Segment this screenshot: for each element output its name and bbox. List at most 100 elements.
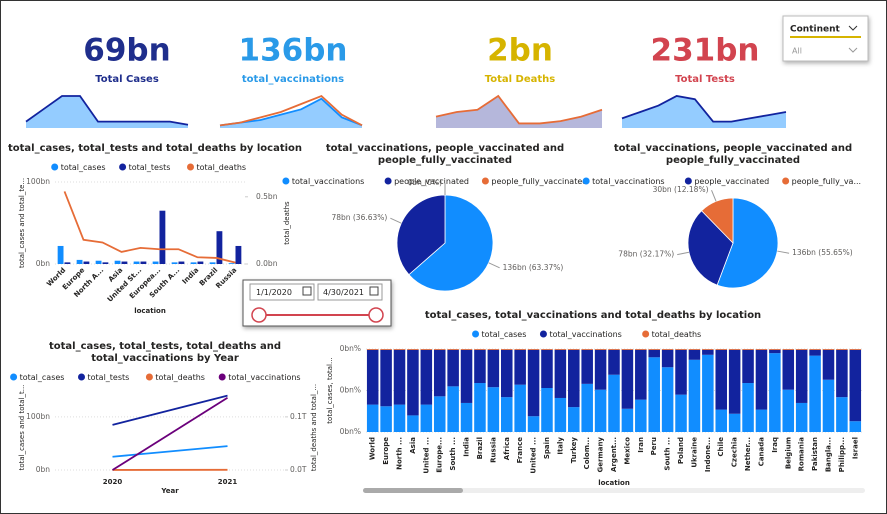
bar-segment (420, 349, 433, 350)
bar-segment (822, 349, 835, 350)
bar-segment (541, 349, 553, 350)
x-tick-label: Bangla... (824, 437, 832, 472)
bar-segment (608, 374, 620, 432)
x-tick-label: Asia (409, 437, 417, 454)
start-date-input[interactable] (249, 283, 315, 301)
end-date-input[interactable] (317, 283, 383, 301)
bar-segment (755, 409, 768, 432)
bar-segment (822, 349, 835, 380)
bar-segment (635, 399, 647, 432)
x-tick-label: France (516, 437, 524, 464)
slicer-value[interactable]: All (792, 47, 802, 56)
y2-tick-label: 0.5bn (256, 192, 278, 201)
x-tick-label: United ... (422, 437, 430, 474)
x-tick-label: Canada (757, 437, 765, 467)
sparkline-area (26, 96, 188, 128)
bar (190, 262, 197, 264)
bar-segment (433, 396, 446, 432)
sparkline-area (436, 96, 602, 128)
bar-segment (541, 388, 553, 432)
legend-label: total_tests (88, 373, 130, 382)
calendar-icon[interactable] (369, 286, 379, 296)
bar-segment (554, 349, 567, 398)
y-tick-label: 0bn (36, 465, 51, 474)
x-tick-label: Russia (489, 437, 497, 463)
data-label: 136bn (55.65%) (792, 248, 853, 257)
legend-marker (481, 177, 489, 185)
bar-segment (648, 357, 660, 432)
scrollbar-thumb[interactable] (363, 488, 463, 493)
y2-tick-label: 0.1T (290, 412, 307, 421)
legend-marker (51, 163, 59, 171)
kpi-value: 2bn (487, 33, 553, 69)
bar-segment (474, 383, 486, 432)
title-line: total_vaccinations, people_vaccinated an… (326, 143, 564, 154)
bar-segment (688, 349, 701, 350)
bar (133, 261, 140, 264)
data-label: 78bn (36.63%) (331, 213, 387, 222)
bar-segment (500, 349, 513, 398)
x-axis-title: location (598, 479, 630, 487)
legend-marker (684, 177, 692, 185)
x-tick-label: Philipp... (838, 437, 846, 472)
y2-axis-title: total_deaths and total_... (310, 384, 318, 471)
bar-segment (608, 349, 620, 350)
legend-marker (539, 330, 547, 338)
x-tick-label: 2021 (218, 478, 238, 486)
y2-tick-label: 0.0T (290, 465, 307, 474)
bar-segment (635, 349, 647, 400)
bar-segment (380, 349, 392, 350)
x-tick-label: South ... (664, 437, 672, 471)
x-tick-label: Europe (382, 437, 390, 465)
x-tick-label: North ... (396, 437, 404, 470)
chevron[interactable] (848, 25, 858, 31)
title-line: total_vaccinations by Year (91, 353, 239, 364)
y2-axis-title: total_deaths (283, 201, 291, 245)
sparkline-line (621, 95, 787, 123)
bar-segment (514, 349, 526, 385)
end-date: 4/30/2021 (323, 288, 364, 297)
bar-segment (568, 349, 580, 350)
bar-segment (407, 349, 419, 350)
scrollbar-track (363, 488, 865, 493)
sparkline-line (435, 94, 603, 125)
x-tick-label: Poland (677, 437, 685, 464)
bar-segment (675, 394, 687, 432)
line (63, 191, 236, 264)
chart-title: total_cases, total_vaccinations and tota… (425, 310, 761, 321)
bar (178, 261, 185, 264)
bar-segment (594, 349, 607, 350)
bar (102, 262, 109, 264)
bar-segment (487, 387, 500, 432)
chevron[interactable] (848, 47, 858, 53)
bar-segment (635, 349, 647, 350)
line (112, 396, 228, 471)
bar-segment (594, 389, 607, 432)
bar-segment (836, 397, 848, 432)
bar-segment (474, 349, 486, 350)
slicer-box (782, 15, 869, 62)
bar-segment (648, 349, 660, 350)
x-tick-label: Iraq (771, 437, 779, 453)
bar (114, 260, 121, 264)
chart-title: total_vaccinations, people_vaccinated an… (326, 143, 564, 166)
range-handle[interactable] (368, 307, 384, 323)
kpi-value: 231bn (651, 33, 760, 69)
leader-line (390, 217, 402, 224)
y-axis-title: total_cases and total_t... (18, 385, 26, 471)
bar-segment (407, 415, 419, 432)
bar-segment (608, 349, 620, 375)
sparkline-area (220, 98, 362, 128)
bar-segment (581, 349, 593, 350)
x-tick-label: Israel (851, 437, 859, 459)
bar-segment (755, 349, 768, 410)
bar-segment (769, 349, 781, 354)
data-label: 78bn (32.17%) (618, 250, 674, 259)
calendar-icon[interactable] (302, 286, 312, 296)
range-handle[interactable] (251, 307, 267, 323)
bar-segment (715, 349, 728, 410)
x-tick-label: Pakistan (811, 437, 819, 471)
kpi-value: 69bn (83, 33, 170, 69)
x-tick-label: United ... (530, 437, 538, 474)
